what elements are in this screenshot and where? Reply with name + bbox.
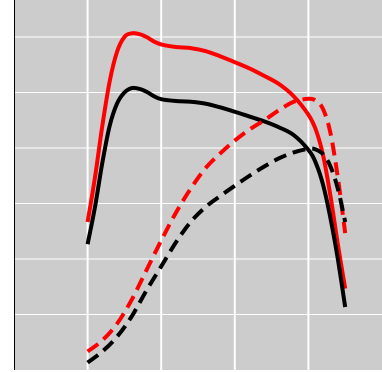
series-line-1 [85, 31, 348, 289]
series-line-2 [85, 85, 348, 308]
series-layer [85, 31, 348, 365]
series-line-4 [86, 146, 348, 365]
series-line-3 [86, 96, 348, 354]
plot-background [14, 0, 382, 370]
